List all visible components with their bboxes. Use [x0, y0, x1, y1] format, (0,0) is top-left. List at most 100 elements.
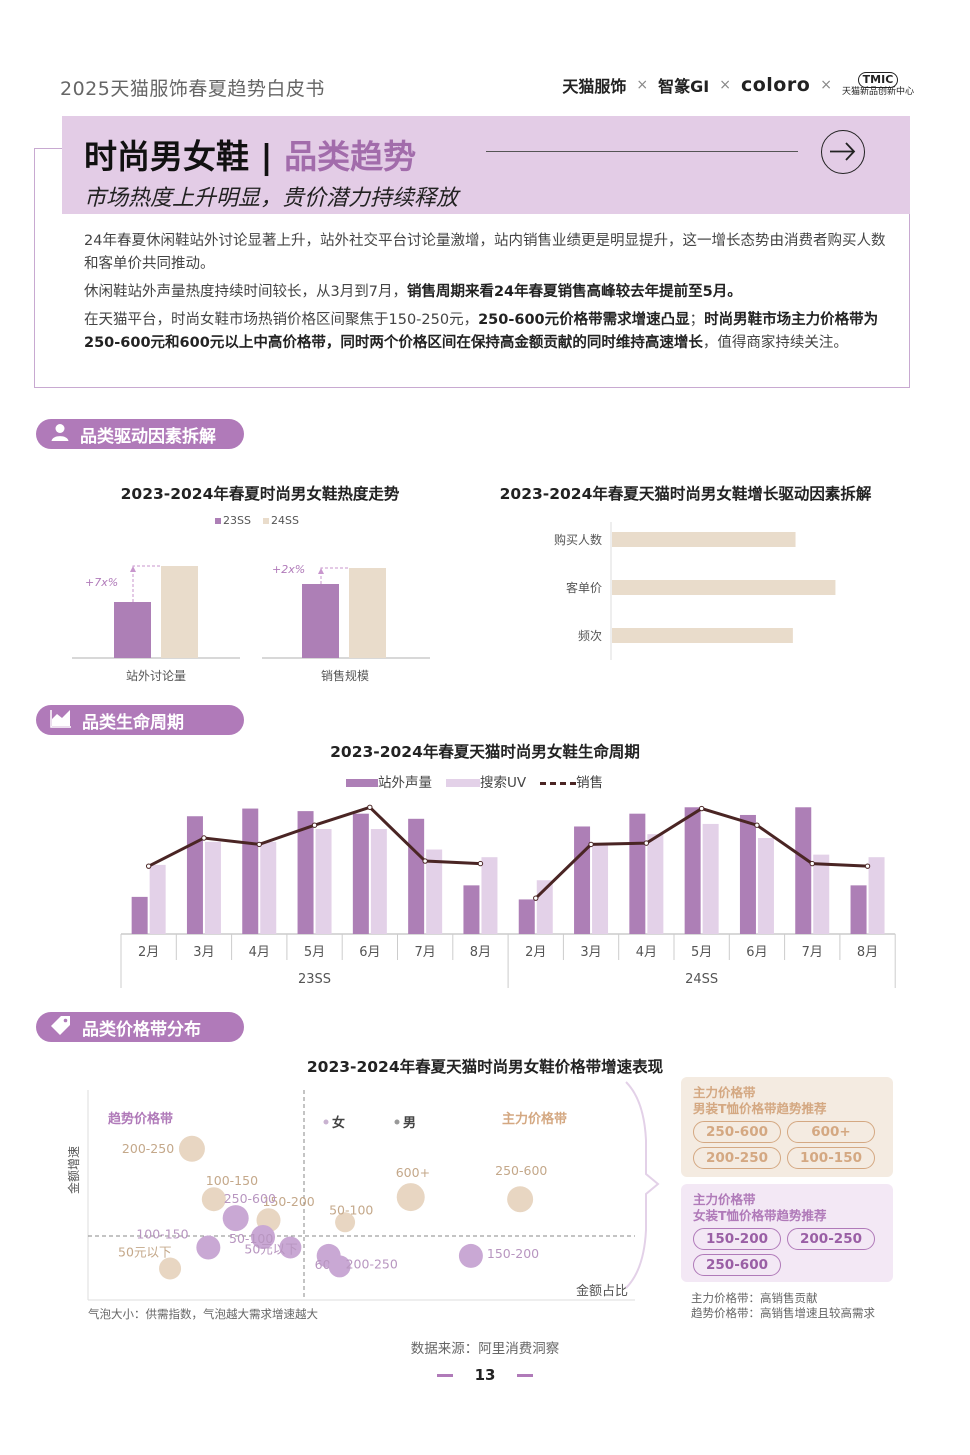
lifecycle-legend: 站外声量 搜索UV 销售	[346, 771, 603, 791]
heading-divider: |	[260, 137, 273, 176]
bar-search-uv	[260, 841, 277, 934]
chart-title-lifecycle: 2023-2024年春夏天猫时尚男女鞋生命周期	[330, 743, 640, 761]
bubble-women	[251, 1225, 276, 1249]
legend-dot-women	[323, 1119, 329, 1125]
bar-search-uv	[757, 838, 774, 934]
data-source: 数据来源：阿里消费洞察	[410, 1341, 560, 1357]
price-pill: 600+	[787, 1121, 875, 1143]
price-pill: 200-250	[693, 1147, 781, 1169]
page-heading: 时尚男女鞋 | 品类趋势	[84, 130, 416, 178]
sales-point	[145, 863, 152, 869]
paragraph-bold: 销售周期来看24年春夏销售高峰较去年提前至5月。	[406, 284, 742, 300]
bubble-label: 200-250	[346, 1256, 398, 1271]
men-box-subtitle: 男装T恤价格带趋势推荐	[693, 1101, 827, 1116]
coloro-logo: coloro	[740, 73, 811, 96]
section-title: 品类驱动因素拆解	[80, 426, 216, 447]
legend-item: 搜索UV	[446, 771, 526, 791]
paragraph-text: 24年春夏休闲鞋站外讨论显著上升，站外社交平台讨论量激增，站内销售业绩更是明显提…	[84, 233, 886, 272]
legend-label: 搜索UV	[480, 775, 527, 791]
arrow-right-icon	[821, 130, 865, 174]
month-label: 3月	[193, 945, 214, 960]
bubble-women	[196, 1235, 221, 1260]
bar-search-uv	[204, 841, 221, 934]
legend-note-trend: 趋势价格带：高销售增速且较高需求	[691, 1306, 875, 1320]
bubble-label: 50元以下	[118, 1245, 171, 1260]
bar-search-uv	[647, 834, 664, 934]
growth-bracket	[132, 565, 160, 602]
bar-24ss-sales	[349, 568, 386, 658]
heat-chart: +7x% +2x% 站外讨论量 销售规模	[72, 563, 430, 683]
paragraph-bold: 250-600元价格带需求增速凸显	[478, 312, 690, 328]
bubble-women	[328, 1255, 351, 1278]
chart-title-price: 2023-2024年春夏天猫时尚男女鞋价格带增速表现	[306, 1058, 664, 1076]
sales-point	[643, 840, 650, 846]
sales-point	[422, 858, 428, 864]
price-legend-notes: 主力价格带：高销售贡献 趋势价格带：高销售增速且较高需求	[691, 1291, 875, 1321]
page-dash	[517, 1374, 534, 1377]
document-title: 2025天猫服饰春夏趋势白皮书	[60, 78, 325, 100]
header-band	[62, 116, 910, 214]
month-label: 6月	[359, 945, 380, 960]
paragraph-text: ，值得商家持续关注。	[702, 335, 848, 351]
bar-23ss-discussion	[114, 602, 151, 658]
price-pill: 100-150	[787, 1147, 875, 1169]
legend-men: 男	[403, 1116, 416, 1131]
bubble-men	[201, 1187, 226, 1212]
driver-bar	[612, 532, 796, 547]
arrow-up-icon	[318, 568, 324, 574]
bar-search-uv	[315, 829, 332, 934]
month-label: 2月	[525, 945, 546, 960]
bar-external-volume	[629, 813, 646, 934]
tmall-fashion-logo: 天猫服饰	[562, 76, 627, 96]
month-label: 4月	[636, 945, 657, 960]
legend-item: 站外声量	[346, 771, 432, 791]
bubble-men	[178, 1135, 205, 1162]
bubble-label: 100-150	[206, 1173, 258, 1188]
bar-external-volume	[518, 899, 535, 934]
bubble-label: 150-200	[263, 1194, 315, 1209]
legend-label: 站外声量	[378, 775, 432, 791]
legend-item: 24SS	[262, 514, 299, 527]
times-separator: ×	[636, 76, 649, 93]
bubble-label: 50-100	[329, 1202, 373, 1217]
paragraph-3: 在天猫平台，时尚女鞋市场热销价格区间聚焦于150-250元，250-600元价格…	[84, 309, 898, 355]
month-label: 8月	[470, 945, 491, 960]
legend-dot-men	[394, 1119, 400, 1125]
page-dash	[436, 1374, 453, 1377]
bubble-note: 气泡大小：供需指数，气泡越大需求增速越大	[88, 1307, 318, 1321]
x-axis-label: 金额占比	[576, 1283, 628, 1299]
month-label: 7月	[802, 945, 823, 960]
month-label: 7月	[415, 945, 436, 960]
quadrant-label-trend: 趋势价格带	[108, 1111, 173, 1127]
women-recommend-box: 主力价格带 女装T恤价格带趋势推荐 150-200 200-250 250-600	[681, 1184, 893, 1282]
zhizhuan-logo: 智篆GI	[658, 76, 710, 96]
paragraph-2: 休闲鞋站外声量热度持续时间较长，从3月到7月，销售周期来看24年春夏销售高峰较去…	[84, 281, 898, 304]
sales-point	[588, 841, 594, 848]
bar-search-uv	[702, 823, 719, 934]
month-label: 2月	[138, 945, 159, 960]
men-box-title: 主力价格带	[693, 1085, 756, 1100]
women-box-subtitle: 女装T恤价格带趋势推荐	[693, 1208, 827, 1223]
bubble-women	[279, 1236, 302, 1259]
quadrant-label-main: 主力价格带	[502, 1111, 567, 1127]
heat-legend: 23SS 24SS	[215, 514, 299, 527]
sales-point	[311, 822, 318, 828]
bar-external-volume	[739, 814, 756, 934]
price-pill: 250-600	[693, 1254, 781, 1276]
recommend-bracket	[625, 1081, 660, 1289]
price-pill: 250-600	[693, 1121, 781, 1143]
growth-annotation: +7x%	[85, 576, 118, 589]
month-label: 5月	[304, 945, 325, 960]
bar-search-uv	[481, 857, 498, 934]
bar-external-volume	[850, 885, 867, 934]
women-box-title: 主力价格带	[693, 1192, 756, 1207]
driver-label: 购买人数	[554, 532, 602, 547]
section-tag-drivers: 品类驱动因素拆解	[36, 419, 244, 449]
bar-external-volume	[297, 811, 314, 934]
bubble-men	[396, 1183, 425, 1212]
legend-label: 销售	[576, 775, 604, 791]
sales-point	[533, 895, 539, 901]
chart-title-heat: 2023-2024年春夏时尚男女鞋热度走势	[120, 485, 400, 503]
paragraph-text: ；	[689, 312, 705, 328]
bar-external-volume	[408, 818, 425, 934]
